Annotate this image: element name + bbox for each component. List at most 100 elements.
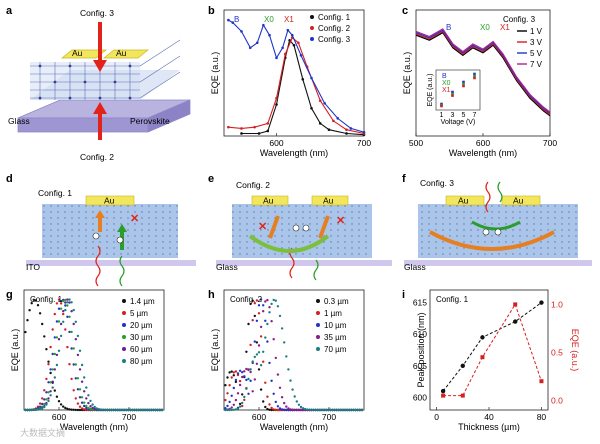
data-point bbox=[45, 398, 48, 401]
y-tick-label: 615 bbox=[413, 298, 427, 308]
series-line-2 bbox=[443, 303, 542, 397]
au-label-right: Au bbox=[513, 196, 524, 206]
data-point bbox=[238, 383, 242, 387]
data-point bbox=[234, 398, 238, 402]
data-point bbox=[230, 370, 233, 373]
data-point bbox=[234, 380, 238, 384]
data-point bbox=[266, 122, 270, 125]
x-tick-label: 600 bbox=[252, 412, 266, 422]
legend-label: 7 V bbox=[530, 60, 543, 69]
data-point bbox=[80, 380, 84, 383]
data-point bbox=[266, 298, 269, 302]
data-point bbox=[51, 386, 54, 389]
chart-title: Config. 1 bbox=[436, 295, 469, 304]
annotation-b: B bbox=[234, 15, 239, 24]
data-point bbox=[251, 390, 254, 393]
data-point bbox=[49, 390, 52, 393]
data-point bbox=[278, 407, 282, 410]
green-arc-arrow-icon bbox=[471, 220, 521, 231]
data-point bbox=[253, 355, 256, 359]
chart-panel-b: 600 700 Wavelength (nm) EQE (a.u.) Config. 1… bbox=[210, 9, 371, 158]
substrate-label: ITO bbox=[26, 262, 40, 272]
substrate-label: Glass bbox=[404, 262, 426, 272]
data-point bbox=[232, 403, 235, 406]
inset-tick-label: 3 bbox=[451, 112, 455, 119]
data-point bbox=[348, 408, 351, 412]
data-point bbox=[262, 310, 265, 313]
inset-tick-label: 5 bbox=[462, 112, 466, 119]
data-point bbox=[83, 408, 86, 411]
data-point bbox=[36, 405, 40, 408]
y-tick-label: 605 bbox=[413, 361, 427, 371]
data-point bbox=[24, 408, 27, 412]
data-point bbox=[72, 389, 75, 392]
legend-label: 1.4 µm bbox=[130, 297, 155, 306]
electron-icon bbox=[302, 224, 310, 232]
data-point bbox=[72, 322, 75, 326]
data-point bbox=[337, 408, 340, 412]
data-point bbox=[255, 353, 259, 356]
data-point bbox=[152, 408, 155, 412]
data-point bbox=[320, 408, 324, 412]
y-tick-label: 600 bbox=[413, 392, 427, 402]
panel-a-schematic: Au Au Config. 3 Config. 2 Glass Perovski… bbox=[8, 8, 191, 162]
data-point bbox=[283, 341, 286, 344]
data-point bbox=[53, 376, 56, 379]
x-axis-title: Wavelength (nm) bbox=[260, 148, 328, 158]
y-axis-title: EQE (a.u.) bbox=[210, 329, 220, 372]
data-point bbox=[339, 408, 343, 412]
data-point bbox=[45, 348, 48, 351]
data-point bbox=[318, 99, 322, 103]
legend-label: 5 V bbox=[530, 49, 543, 58]
x-axis-title: Wavelength (nm) bbox=[260, 422, 328, 432]
data-point bbox=[224, 407, 227, 410]
data-point bbox=[143, 408, 147, 412]
legend-label: 5 µm bbox=[130, 309, 148, 318]
data-point bbox=[286, 28, 290, 32]
red-photon-icon bbox=[485, 181, 491, 213]
annotation-b: B bbox=[446, 23, 451, 32]
au-label-right: Au bbox=[116, 48, 127, 58]
axis-frame bbox=[223, 9, 365, 137]
data-point bbox=[272, 408, 275, 411]
chart-title: Config. 1 bbox=[30, 295, 63, 304]
data-point bbox=[253, 378, 256, 381]
panel-label-i: i bbox=[402, 289, 405, 301]
data-point bbox=[264, 319, 267, 322]
data-point bbox=[264, 381, 267, 384]
data-point bbox=[240, 30, 243, 33]
data-point bbox=[268, 33, 271, 37]
data-point bbox=[241, 393, 244, 396]
data-point bbox=[238, 369, 242, 372]
legend-label: Config. 2 bbox=[318, 24, 351, 33]
data-point bbox=[55, 395, 59, 398]
data-point bbox=[248, 46, 252, 50]
data-point bbox=[57, 320, 61, 323]
data-point bbox=[243, 370, 246, 373]
data-point bbox=[70, 330, 73, 334]
legend-label: 1 µm bbox=[324, 309, 342, 318]
data-point bbox=[278, 386, 282, 389]
data-point bbox=[230, 406, 233, 409]
substrate-ito bbox=[26, 260, 196, 266]
data-point bbox=[299, 54, 303, 57]
data-point bbox=[480, 335, 485, 340]
legend-marker bbox=[316, 323, 320, 327]
data-point bbox=[24, 330, 27, 334]
data-point bbox=[230, 376, 233, 379]
data-point bbox=[297, 403, 301, 406]
data-point bbox=[253, 340, 256, 343]
data-point bbox=[240, 127, 243, 130]
inset-tick-label: 7 bbox=[473, 112, 477, 119]
data-point bbox=[299, 405, 303, 409]
data-point bbox=[266, 407, 269, 411]
data-point bbox=[345, 132, 348, 135]
data-point bbox=[280, 327, 284, 330]
data-point bbox=[51, 328, 54, 331]
data-point bbox=[259, 325, 263, 329]
data-point bbox=[57, 400, 61, 403]
data-point bbox=[104, 408, 107, 412]
data-point bbox=[281, 46, 284, 50]
data-point bbox=[131, 408, 134, 412]
data-point bbox=[283, 52, 287, 56]
